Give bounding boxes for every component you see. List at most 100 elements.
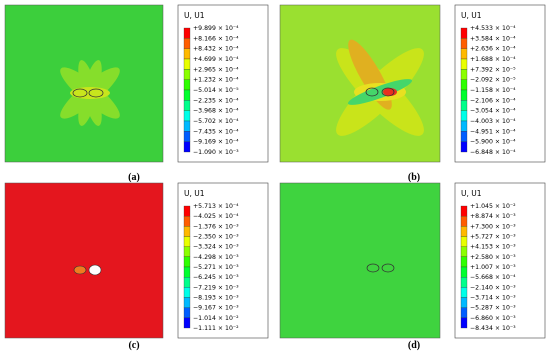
contour-c — [4, 182, 164, 339]
legend-swatch — [183, 205, 191, 217]
legend-label: −1.014 × 10⁻² — [193, 315, 239, 322]
legend-label: −4.025 × 10⁻⁴ — [193, 213, 239, 220]
legend-swatch — [460, 307, 468, 318]
legend-swatch — [460, 58, 468, 70]
legend-label: +2.636 × 10⁻⁴ — [470, 46, 516, 53]
legend-label: −4.298 × 10⁻³ — [193, 254, 239, 261]
legend-swatch — [183, 236, 191, 247]
legend-box — [177, 182, 269, 339]
legend-title: U, U1 — [461, 189, 482, 198]
legend-label: −5.900 × 10⁻⁴ — [470, 139, 516, 146]
legend-swatch — [460, 256, 468, 268]
legend-swatch — [183, 120, 191, 132]
legend-swatch — [183, 141, 191, 153]
legend-label: −3.714 × 10⁻³ — [470, 295, 516, 302]
legend-swatch — [460, 27, 468, 39]
legend-label: −5.014 × 10⁻⁵ — [193, 87, 239, 94]
legend-label: −2.140 × 10⁻³ — [470, 284, 516, 291]
legend-label: +2.965 × 10⁻⁴ — [193, 66, 239, 73]
legend-swatch — [460, 100, 468, 111]
legend-label: −5.287 × 10⁻³ — [470, 305, 516, 312]
legend-label: −8.434 × 10⁻³ — [470, 325, 516, 332]
legend-label: −4.003 × 10⁻⁴ — [470, 118, 516, 125]
legend-swatch — [183, 226, 191, 237]
legend-swatch — [460, 38, 468, 49]
legend-label: −1.090 × 10⁻³ — [193, 149, 239, 156]
legend-swatch — [183, 58, 191, 70]
legend-label: −2.350 × 10⁻³ — [193, 234, 239, 241]
legend-label: −3.968 × 10⁻⁴ — [193, 108, 239, 115]
legend-label: +1.688 × 10⁻⁴ — [470, 56, 516, 63]
legend-swatch — [460, 89, 468, 101]
legend-swatch — [460, 226, 468, 237]
legend-label: −7.219 × 10⁻³ — [193, 284, 239, 291]
legend-swatch — [460, 120, 468, 132]
legend-label: +4.153 × 10⁻³ — [470, 244, 516, 251]
caption: (d) — [408, 340, 420, 351]
legend-swatch — [183, 79, 191, 91]
legend-swatch — [460, 297, 468, 308]
legend-swatch — [460, 246, 468, 257]
legend-label: +9.899 × 10⁻⁴ — [193, 25, 239, 32]
legend-swatch — [183, 317, 191, 329]
contour-b — [279, 4, 441, 163]
legend-label: −7.435 × 10⁻⁴ — [193, 128, 239, 135]
contour-a — [4, 4, 164, 163]
legend-swatch — [460, 48, 468, 60]
legend-swatch — [183, 131, 191, 142]
legend-label: −1.376 × 10⁻³ — [193, 223, 239, 230]
legend-box — [454, 4, 546, 163]
legend-swatch — [183, 89, 191, 101]
legend-label: −6.245 × 10⁻³ — [193, 274, 239, 281]
legend-label: −9.169 × 10⁻⁴ — [193, 139, 239, 146]
legend-swatch — [183, 266, 191, 278]
legend-swatch — [460, 287, 468, 298]
legend-label: +1.045 × 10⁻² — [470, 203, 516, 210]
legend-swatch — [460, 69, 468, 80]
legend-swatch — [183, 256, 191, 268]
legend-swatch — [183, 287, 191, 298]
legend-swatch — [460, 205, 468, 217]
legend-label: +8.166 × 10⁻⁴ — [193, 35, 239, 42]
legend-label: −2.106 × 10⁻⁴ — [470, 97, 516, 104]
legend-label: −9.167 × 10⁻³ — [193, 305, 239, 312]
legend-swatch — [183, 27, 191, 39]
legend-label: −4.951 × 10⁻⁴ — [470, 128, 516, 135]
legend-swatch — [183, 277, 191, 288]
legend-swatch — [183, 216, 191, 227]
legend-title: U, U1 — [184, 189, 205, 198]
legend-swatch — [460, 110, 468, 122]
legend-label: −1.158 × 10⁻⁴ — [470, 87, 516, 94]
legend-swatch — [183, 110, 191, 122]
legend-label: +3.584 × 10⁻⁴ — [470, 35, 516, 42]
legend-swatch — [460, 236, 468, 247]
contour-d — [279, 182, 441, 339]
legend-label: −5.271 × 10⁻³ — [193, 264, 239, 271]
caption: (c) — [128, 340, 139, 351]
legend-swatch — [460, 277, 468, 288]
legend-swatch — [183, 246, 191, 257]
legend-label: −1.111 × 10⁻² — [193, 325, 239, 332]
legend-label: −3.324 × 10⁻³ — [193, 244, 239, 251]
caption: (a) — [128, 172, 140, 183]
legend-label: −5.668 × 10⁻⁴ — [470, 274, 516, 281]
legend-label: −3.054 × 10⁻⁴ — [470, 108, 516, 115]
legend-swatch — [460, 216, 468, 227]
legend-label: −2.092 × 10⁻⁵ — [470, 77, 516, 84]
legend-label: +7.300 × 10⁻³ — [470, 223, 516, 230]
legend-label: +8.874 × 10⁻³ — [470, 213, 516, 220]
legend-title: U, U1 — [184, 11, 205, 20]
legend-label: −8.193 × 10⁻³ — [193, 295, 239, 302]
legend-label: +2.580 × 10⁻³ — [470, 254, 516, 261]
legend-label: +4.533 × 10⁻⁴ — [470, 25, 516, 32]
legend-label: +1.232 × 10⁻⁴ — [193, 77, 239, 84]
legend-box — [177, 4, 269, 163]
legend-swatch — [460, 79, 468, 91]
legend-label: −2.235 × 10⁻⁴ — [193, 97, 239, 104]
legend-label: +8.432 × 10⁻⁴ — [193, 46, 239, 53]
legend-label: +5.727 × 10⁻³ — [470, 234, 516, 241]
legend-swatch — [460, 141, 468, 153]
legend-swatch — [183, 100, 191, 111]
legend-title: U, U1 — [461, 11, 482, 20]
